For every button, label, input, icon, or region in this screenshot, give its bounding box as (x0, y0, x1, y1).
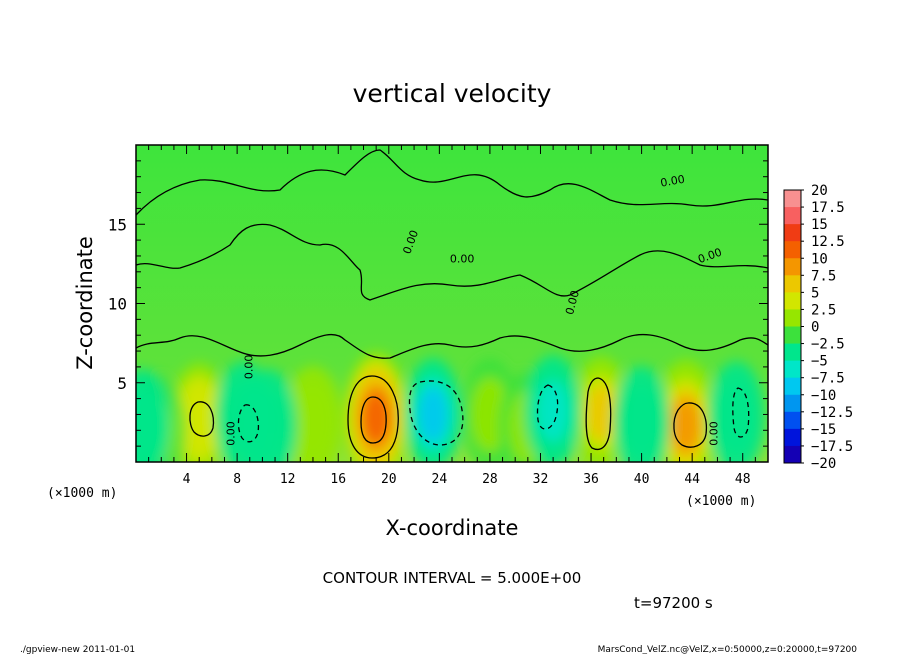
contour-lines (136, 149, 768, 459)
colorbar-swatch (784, 428, 801, 447)
x-tick-label: 32 (533, 472, 549, 487)
contour-updraft-19 (347, 375, 399, 459)
contour-updraft-19-inner (360, 396, 387, 444)
colorbar-label: −2.5 (811, 337, 845, 353)
colorbar-label: 7.5 (811, 268, 836, 284)
contour-labels: 0.000.000.000.000.000.000.000.00 (225, 173, 724, 446)
x-tick-label: 44 (684, 472, 700, 487)
chart-title: vertical velocity (353, 79, 552, 108)
contour-interval-text: CONTOUR INTERVAL = 5.000E+00 (323, 569, 582, 587)
colorbar-label: 12.5 (811, 234, 845, 250)
colorbar-label: 17.5 (811, 200, 845, 216)
y-axis: 5 10 15 (108, 160, 768, 447)
x-unit-left: (×1000 m) (47, 486, 117, 501)
contour-line-zero-upper (136, 149, 768, 216)
downdraft-cell (524, 354, 582, 462)
x-tick-label: 24 (432, 472, 448, 487)
colorbar-swatch (784, 309, 801, 327)
colorbar-swatch (784, 275, 801, 293)
colorbar-swatch (784, 445, 801, 464)
x-tick-label: 16 (330, 472, 346, 487)
x-tick-label: 8 (233, 472, 241, 487)
contour-label: 0.00 (707, 421, 720, 446)
contour-updraft-36 (585, 377, 612, 451)
x-axis-label: X-coordinate (386, 516, 519, 540)
downdraft-cell (136, 369, 172, 462)
contour-label: 0.00 (242, 355, 255, 380)
colorbar-swatch (784, 343, 801, 362)
contour-label: 0.00 (659, 173, 685, 190)
colorbar-swatch (784, 241, 801, 259)
colorbar-swatch (784, 190, 801, 208)
colorbar-label: 20 (811, 183, 828, 199)
y-axis-label: Z-coordinate (73, 236, 97, 370)
contour-line-zero-middle (136, 223, 768, 301)
contour-updraft-5 (189, 401, 215, 437)
x-tick-label: 28 (482, 472, 498, 487)
colorbar-swatch (784, 377, 801, 396)
colorbar-swatch (784, 224, 801, 242)
contour-downdraft-8 (237, 404, 260, 443)
footer-left: ./gpview-new 2011-01-01 (20, 645, 135, 654)
contour-downdraft-47 (732, 387, 750, 438)
downdraft-cell (240, 369, 298, 462)
updraft-cell (284, 365, 342, 462)
colorbar-label: −20 (811, 456, 836, 472)
colorbar-label: 5 (811, 285, 819, 301)
updraft-cell (170, 362, 228, 462)
colorbar-label: −10 (811, 388, 836, 404)
x-tick-label: 20 (381, 472, 397, 487)
y-tick-label: 10 (108, 295, 127, 314)
plot-area: 0.000.000.000.000.000.000.000.00 (136, 145, 768, 462)
x-tick-label: 4 (183, 472, 191, 487)
colorbar-label: 10 (811, 251, 828, 267)
contour-label: 0.00 (450, 252, 475, 265)
x-axis: 4 8 12 16 20 24 28 32 36 40 44 48 (148, 145, 756, 487)
y-tick-label: 15 (108, 215, 127, 234)
colorbar-swatch (784, 360, 801, 379)
x-tick-label: 12 (280, 472, 296, 487)
footer-right: MarsCond_VelZ.nc@VelZ,x=0:50000,z=0:2000… (598, 645, 858, 654)
colorbar-swatch (784, 411, 801, 430)
contour-updraft-43 (673, 402, 708, 448)
y-tick-label: 5 (117, 374, 127, 393)
colorbar-label: −5 (811, 354, 828, 370)
contour-label: 0.00 (563, 289, 582, 316)
x-tick-label: 40 (634, 472, 650, 487)
downdraft-cell (612, 365, 671, 462)
colorbar-label: 2.5 (811, 302, 836, 318)
x-tick-label: 48 (735, 472, 751, 487)
heatmap-cells (136, 351, 766, 462)
colorbar-swatch (784, 207, 801, 225)
colorbar-swatch (784, 326, 801, 345)
downdraft-cell (404, 358, 462, 462)
contour-line-zero-low (136, 333, 768, 359)
time-text: t=97200 s (634, 594, 713, 612)
colorbar-label: −15 (811, 422, 836, 438)
colorbar-label: 0 (811, 320, 819, 336)
x-tick-labels: 4 8 12 16 20 24 28 32 36 40 44 48 (183, 472, 751, 487)
x-tick-label: 36 (583, 472, 599, 487)
contour-label: 0.00 (225, 421, 238, 446)
colorbar-label: −17.5 (811, 439, 853, 455)
colorbar-swatch (784, 258, 801, 276)
colorbar-label: −12.5 (811, 405, 853, 421)
x-unit-right: (×1000 m) (686, 494, 756, 509)
colorbar-swatch (784, 292, 801, 310)
colorbar-swatch (784, 394, 801, 413)
colorbar-label: 15 (811, 217, 828, 233)
colorbar-label: −7.5 (811, 371, 845, 387)
downdraft-cell (707, 361, 766, 462)
updraft-cell (653, 359, 718, 462)
